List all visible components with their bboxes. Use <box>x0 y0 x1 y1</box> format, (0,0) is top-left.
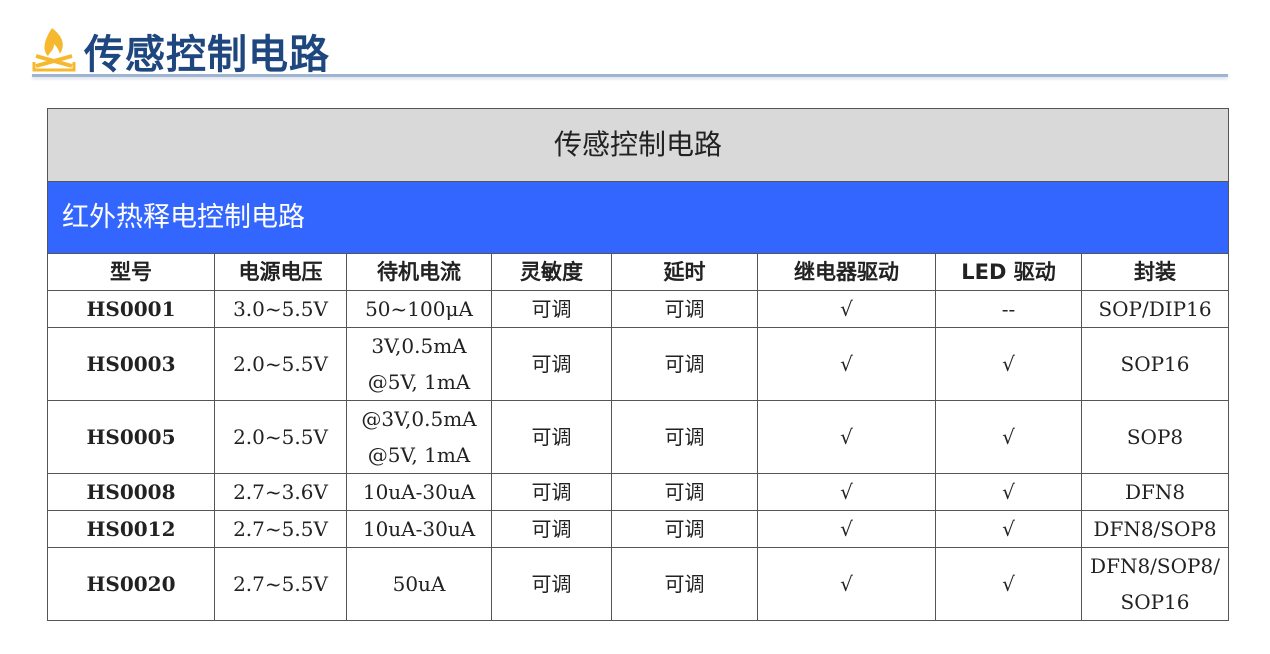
header-row: 型号 电源电压 待机电流 灵敏度 延时 继电器驱动 LED 驱动 封装 <box>47 253 1230 291</box>
table-cell: -- <box>935 290 1082 328</box>
table-cell: √ <box>757 547 936 621</box>
table-cell: 可调 <box>611 290 758 328</box>
table-cell: 可调 <box>611 510 758 548</box>
table-cell: HS0005 <box>47 400 215 474</box>
table-row: HS0001 3.0~5.5V 50~100μA 可调 可调 √ -- SOP/DIP16 <box>47 290 1230 328</box>
table-row: HS0020 2.7~5.5V 50uA 可调 可调 √ √ DFN8/SOP8/ SOP16 <box>47 547 1230 621</box>
column-header: 灵敏度 <box>491 253 612 291</box>
table-cell: SOP16 <box>1080 327 1230 401</box>
table-cell: √ <box>757 510 936 548</box>
table-cell: 可调 <box>611 400 758 474</box>
table-cell: 可调 <box>491 510 612 548</box>
table-cell: √ <box>935 547 1082 621</box>
column-header: 继电器驱动 <box>757 253 936 291</box>
table-cell: √ <box>935 510 1082 548</box>
table-cell: 可调 <box>611 327 758 401</box>
table-cell: HS0012 <box>47 510 215 548</box>
table-row: HS0008 2.7~3.6V 10uA-30uA 可调 可调 √ √ DFN8 <box>47 473 1230 511</box>
table-cell: √ <box>935 473 1082 511</box>
product-table: 传感控制电路 红外热释电控制电路 型号 电源电压 待机电流 灵敏度 延时 继电器驱动 LED… <box>46 108 1230 621</box>
column-header: 延时 <box>611 253 758 291</box>
table-cell: 2.0~5.5V <box>214 327 347 401</box>
table-cell: √ <box>757 400 936 474</box>
table-cell: 10uA-30uA <box>346 510 492 548</box>
table-cell: √ <box>935 400 1082 474</box>
table-cell: √ <box>757 290 936 328</box>
table-cell: 可调 <box>491 327 612 401</box>
column-header: 封装 <box>1080 253 1230 291</box>
table-cell: @3V,0.5mA @5V, 1mA <box>346 400 492 474</box>
table-cell: √ <box>757 327 936 401</box>
column-header: LED 驱动 <box>935 253 1082 291</box>
table-cell: HS0020 <box>47 547 215 621</box>
flame-logo-icon <box>32 28 76 72</box>
table-cell: 2.0~5.5V <box>214 400 347 474</box>
table-caption: 传感控制电路 <box>46 108 1230 182</box>
table-cell: 10uA-30uA <box>346 473 492 511</box>
table-cell: 可调 <box>491 400 612 474</box>
table-cell: SOP/DIP16 <box>1080 290 1230 328</box>
table-cell: 可调 <box>491 547 612 621</box>
table-cell: 2.7~5.5V <box>214 547 347 621</box>
table-cell: 50~100μA <box>346 290 492 328</box>
table-cell: DFN8 <box>1080 473 1230 511</box>
table-cell: HS0008 <box>47 473 215 511</box>
column-header: 电源电压 <box>214 253 347 291</box>
page-title: 传感控制电路 <box>84 32 330 78</box>
column-header: 待机电流 <box>346 253 492 291</box>
table-cell: √ <box>757 473 936 511</box>
table-row: HS0003 2.0~5.5V 3V,0.5mA @5V, 1mA 可调 可调 √ √ SOP… <box>47 327 1230 401</box>
table-cell: 50uA <box>346 547 492 621</box>
table-cell: DFN8/SOP8 <box>1080 510 1230 548</box>
table-cell: DFN8/SOP8/ SOP16 <box>1080 547 1230 621</box>
table-cell: SOP8 <box>1080 400 1230 474</box>
table-row: HS0012 2.7~5.5V 10uA-30uA 可调 可调 √ √ DFN8/SOP8 <box>47 510 1230 548</box>
section-header: 红外热释电控制电路 <box>46 181 1230 254</box>
table-cell: HS0003 <box>47 327 215 401</box>
table-cell: HS0001 <box>47 290 215 328</box>
table-cell: 可调 <box>611 473 758 511</box>
table-cell: 2.7~3.6V <box>214 473 347 511</box>
table-row: HS0005 2.0~5.5V @3V,0.5mA @5V, 1mA 可调 可调 √ √ SO… <box>47 400 1230 474</box>
table-cell: 2.7~5.5V <box>214 510 347 548</box>
table-cell: 可调 <box>491 290 612 328</box>
table-cell: 可调 <box>491 473 612 511</box>
column-header: 型号 <box>47 253 215 291</box>
title-divider <box>32 74 1228 77</box>
table-cell: 可调 <box>611 547 758 621</box>
table-cell: 3V,0.5mA @5V, 1mA <box>346 327 492 401</box>
table-cell: √ <box>935 327 1082 401</box>
table-cell: 3.0~5.5V <box>214 290 347 328</box>
